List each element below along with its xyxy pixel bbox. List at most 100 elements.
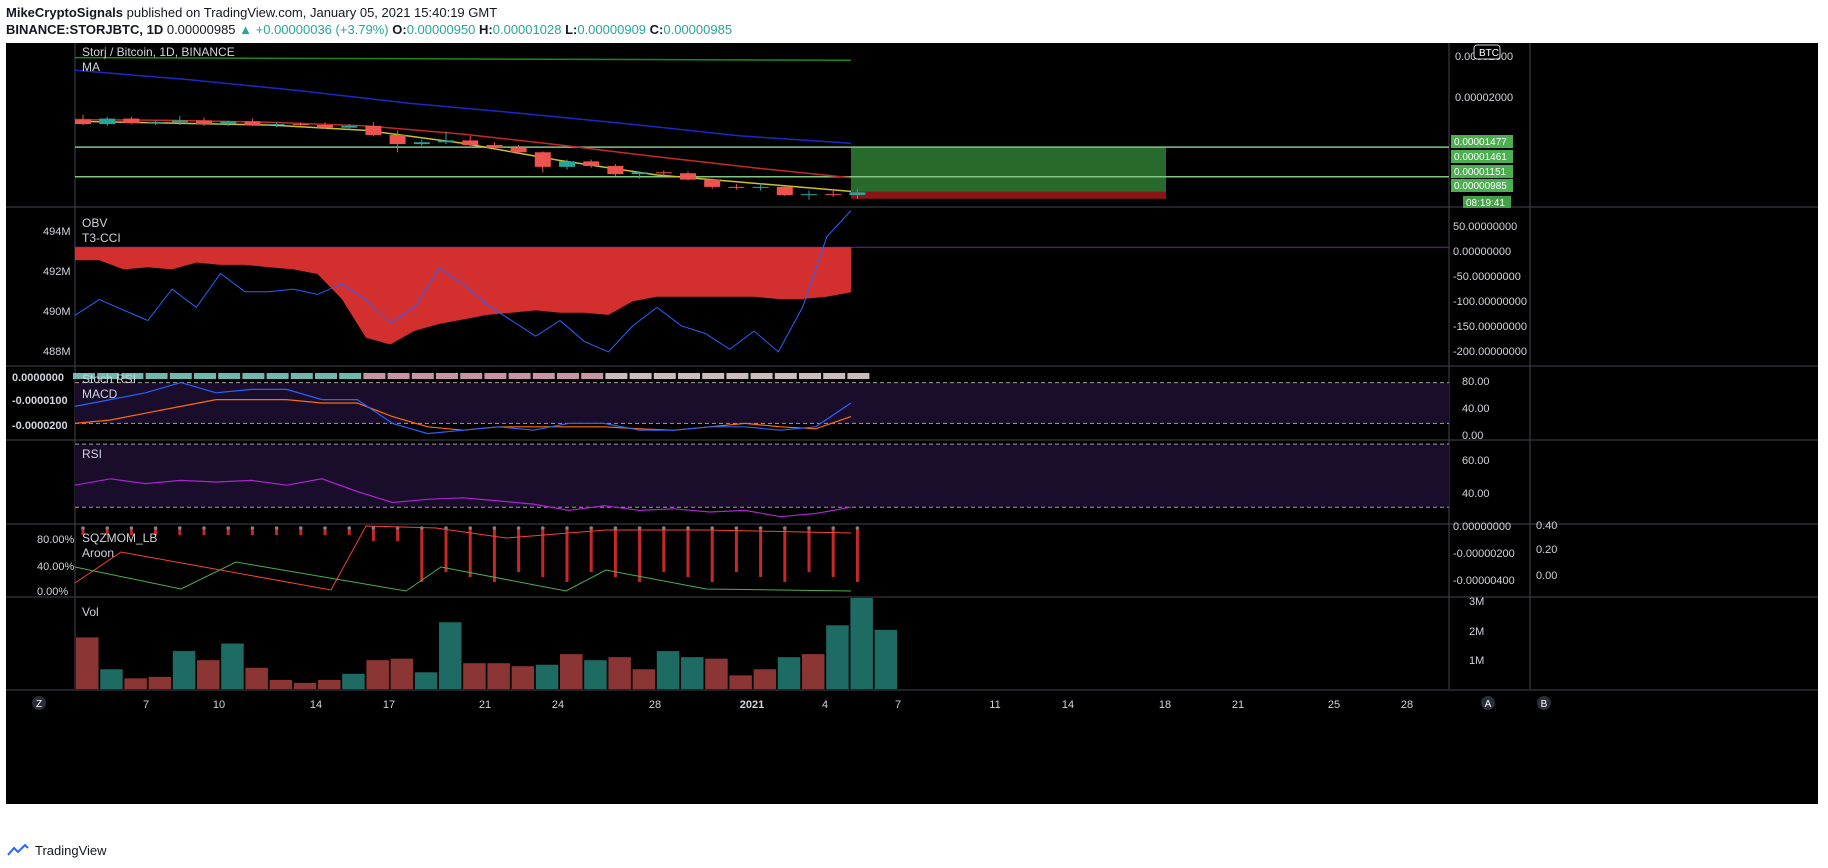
macd-histogram-bar [508,373,531,379]
macd-histogram-bar [557,373,579,379]
macd-histogram-bar [532,373,555,379]
macd-axis-tick: -0.0000200 [12,420,68,432]
macd-histogram-bar [484,373,507,379]
volume-bar [76,637,99,689]
time-axis-label: 2021 [740,699,764,711]
sqz-momentum-bar [178,527,182,535]
obv-axis-tick: 488M [43,346,71,358]
sqz-dot [783,526,787,530]
price-tag-bg [1451,179,1513,192]
sqz-axis-tick: -0.00000400 [1453,575,1515,587]
candle-body [365,125,382,135]
macd-histogram-bar [266,373,289,379]
ma-red-line [74,118,852,179]
sqz-momentum-bar [275,527,279,535]
pane-indicator-label: SQZMOM_LB [82,531,157,545]
sqz-momentum-bar [807,527,811,572]
volume-bar [874,629,898,689]
tradingview-footer[interactable]: TradingView [6,840,107,860]
volume-bar [656,651,680,689]
sqz-momentum-bar [686,527,690,577]
obv-axis-tick: 492M [43,266,71,278]
sqz-axis-tick: -0.00000200 [1453,548,1515,560]
sqz-dot [541,526,545,530]
axis-button [32,696,46,710]
sqz-dot [129,526,134,530]
sqz-momentum-bar [323,527,327,535]
countdown-tag-bg [1463,196,1511,208]
stoch-axis-tick: 0.00 [1462,430,1483,442]
time-axis-label: 4 [822,699,828,711]
position-zones [851,147,1166,199]
sqz-dot [831,526,835,530]
time-axis-label: 28 [1401,699,1413,711]
aroon-axis-tick: 0.00% [37,586,68,598]
volume-bar [560,654,583,689]
chart-canvas[interactable]: 0.000025000.000020000.000014770.00001461… [6,43,1818,804]
currency-badge [1473,44,1501,60]
pane-indicator-label: OBV [82,216,107,230]
sqz-dot [250,526,255,530]
macd-histogram-bar [460,373,483,379]
sqz-dot [637,526,642,530]
cci-axis-tick: -100.00000000 [1453,296,1527,308]
time-axis-label: 17 [383,699,395,711]
time-axis-label: 25 [1328,699,1340,711]
cci-axis-tick: -150.00000000 [1453,321,1527,333]
time-axis-label: 7 [143,699,149,711]
sqz-far-axis-tick: 0.40 [1536,520,1557,532]
sqz-dot [613,526,618,530]
open-value: 0.00000950 [406,22,476,37]
macd-histogram-bar [363,373,386,379]
candle-body [607,165,624,175]
candle-body [462,140,479,145]
volume-bar [850,598,873,689]
sqz-momentum-bar [638,527,642,582]
ohlc-line: BINANCE:STORJBTC, 1D 0.00000985 ▲ +0.000… [6,21,732,38]
pane-indicator-label: Aroon [82,546,114,560]
cci-axis-tick: -200.00000000 [1453,346,1527,358]
time-axis-label: 24 [552,699,564,711]
volume-axis-tick: 1M [1469,655,1484,667]
sqz-dot [686,526,690,530]
volume-bar [439,622,462,689]
sqz-dot [758,526,763,530]
obv-axis-tick: 490M [43,306,71,318]
candle-body [438,140,454,143]
rsi-band [75,444,1449,508]
sqz-momentum-bar [855,527,859,582]
price-tag: 0.00001151 [1454,167,1507,178]
sqz-momentum-bar [250,527,254,535]
volume-bar [802,654,825,689]
author-name[interactable]: MikeCryptoSignals [6,5,124,20]
sqz-momentum-bar [468,527,472,577]
stoch-pane [73,373,1449,435]
open-label: O: [392,22,407,37]
pane-indicator-label: RSI [82,447,102,461]
sqz-momentum-bar [420,527,424,582]
candle-body [171,120,188,123]
time-axis-label: 10 [213,699,225,711]
chart-area[interactable]: 0.000025000.000020000.000014770.00001461… [6,43,1818,804]
macd-histogram-bar [194,373,216,379]
currency-badge-text: BTC [1479,48,1499,59]
macd-histogram-bar [847,373,870,379]
macd-histogram-bar [411,373,434,379]
sqz-momentum-bar [517,527,521,572]
price-change: ▲ +0.00000036 (+3.79%) [239,22,389,37]
volume-bar [245,667,268,689]
candle-body [559,161,575,167]
candle-body [220,121,237,125]
candle-body [147,122,164,124]
sqz-dot [153,526,158,530]
sqz-momentum-bar [371,527,375,541]
sqz-momentum-bar [81,527,85,535]
macd-histogram-bar [653,373,676,379]
sqz-dot [468,526,473,530]
macd-histogram-bar [290,373,313,379]
ma-green-line [74,56,852,62]
candle-body [196,120,212,125]
volume-bar [487,663,510,689]
sqz-momentum-bar [226,527,230,535]
sqz-dot [323,526,327,530]
